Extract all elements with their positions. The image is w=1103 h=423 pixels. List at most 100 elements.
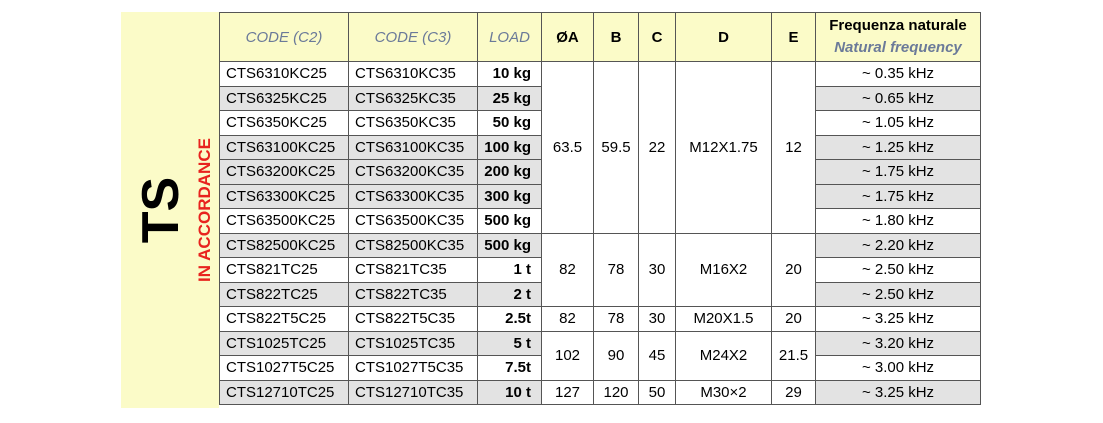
load: 5 t: [477, 330, 542, 356]
code-c2: CTS821TC25: [219, 257, 349, 283]
dimension: 90: [593, 330, 639, 381]
freq-header-en: Natural frequency: [834, 39, 962, 56]
load: 2 t: [477, 281, 542, 307]
load: 10 t: [477, 379, 542, 405]
table-row: CTS1025TC25 CTS1025TC35 5 t 102 90 45 M24X2 21.…: [219, 330, 981, 381]
dimension: M20X1.5: [675, 306, 772, 332]
code-c2: CTS63500KC25: [219, 208, 349, 234]
code-c3: CTS63500KC35: [348, 208, 478, 234]
frequency: ~ 1.75 kHz: [815, 183, 981, 209]
code-c3: CTS12710TC35: [348, 379, 478, 405]
code-c3: CTS63300KC35: [348, 183, 478, 209]
load: 2.5t: [477, 306, 542, 332]
dimension: 22: [638, 61, 676, 234]
load: 25 kg: [477, 85, 542, 111]
header-cell: CODE (C3): [348, 12, 478, 62]
dimension: 82: [541, 306, 594, 332]
dimension: 63.5: [541, 61, 594, 234]
freq-header: Frequenza naturale: [829, 17, 967, 34]
frequency: ~ 2.50 kHz: [815, 257, 981, 283]
code-c2: CTS6325KC25: [219, 85, 349, 111]
table-row: CTS6310KC25 CTS6310KC35 10 kg 63.5 59.5 22 M12…: [219, 61, 981, 234]
code-c2: CTS63200KC25: [219, 159, 349, 185]
frequency: ~ 3.00 kHz: [815, 355, 981, 381]
header-cell: CODE (C2): [219, 12, 349, 62]
code-c2: CTS6350KC25: [219, 110, 349, 136]
header-cell: E: [771, 12, 816, 62]
dimension: 30: [638, 232, 676, 307]
frequency: ~ 2.50 kHz: [815, 281, 981, 307]
dimension: 78: [593, 306, 639, 332]
frequency: ~ 3.25 kHz: [815, 306, 981, 332]
spec-table: CODE (C2) CODE (C3) LOAD ØA B C D E Frequenza na…: [219, 12, 981, 405]
dimension: 102: [541, 330, 594, 381]
dimension: 12: [771, 61, 816, 234]
frequency: ~ 1.75 kHz: [815, 159, 981, 185]
load: 500 kg: [477, 208, 542, 234]
load: 7.5t: [477, 355, 542, 381]
dimension: M30×2: [675, 379, 772, 405]
table-row: CTS822T5C25 CTS822T5C35 2.5t 82 78 30 M20X1.5 2…: [219, 306, 981, 332]
code-c2: CTS82500KC25: [219, 232, 349, 258]
table-row: CTS6350KC25 CTS6350KC35 50 kg ~ 1.05 kHz: [219, 110, 981, 136]
side-subtitle: IN ACCORDANCE: [195, 138, 214, 282]
code-c3: CTS1025TC35: [348, 330, 478, 356]
table-row: CTS63500KC25 CTS63500KC35 500 kg ~ 1.80 kHz: [219, 208, 981, 234]
dimension: 21.5: [771, 330, 816, 381]
dimension: 50: [638, 379, 676, 405]
code-c2: CTS6310KC25: [219, 61, 349, 87]
dimension: 20: [771, 232, 816, 307]
code-c2: CTS822T5C25: [219, 306, 349, 332]
code-c2: CTS822TC25: [219, 281, 349, 307]
dimension: 120: [593, 379, 639, 405]
header-cell: Frequenza naturale Natural frequency: [815, 12, 981, 62]
dimension: 20: [771, 306, 816, 332]
load: 1 t: [477, 257, 542, 283]
load: 300 kg: [477, 183, 542, 209]
dimension: M24X2: [675, 330, 772, 381]
header-cell: D: [675, 12, 772, 62]
frequency: ~ 0.65 kHz: [815, 85, 981, 111]
frequency: ~ 0.35 kHz: [815, 61, 981, 87]
code-c2: CTS63100KC25: [219, 134, 349, 160]
side-panel: TS IN ACCORDANCE: [121, 12, 219, 408]
dimension: M12X1.75: [675, 61, 772, 234]
load: 50 kg: [477, 110, 542, 136]
load: 500 kg: [477, 232, 542, 258]
code-c3: CTS6350KC35: [348, 110, 478, 136]
frequency: ~ 3.25 kHz: [815, 379, 981, 405]
header-cell: LOAD: [477, 12, 542, 62]
code-c3: CTS82500KC35: [348, 232, 478, 258]
table-row: CTS12710TC25 CTS12710TC35 10 t 127 120 50 M30×…: [219, 379, 981, 405]
code-c3: CTS6310KC35: [348, 61, 478, 87]
code-c2: CTS12710TC25: [219, 379, 349, 405]
load: 200 kg: [477, 159, 542, 185]
dimension: 30: [638, 306, 676, 332]
dimension: 45: [638, 330, 676, 381]
table-row: CTS821TC25 CTS821TC35 1 t ~ 2.50 kHz: [219, 257, 981, 283]
code-c2: CTS63300KC25: [219, 183, 349, 209]
code-c3: CTS822TC35: [348, 281, 478, 307]
table-row: CTS82500KC25 CTS82500KC35 500 kg 82 78 30 M16X…: [219, 232, 981, 307]
frequency: ~ 1.25 kHz: [815, 134, 981, 160]
dimension: 78: [593, 232, 639, 307]
code-c2: CTS1027T5C25: [219, 355, 349, 381]
code-c3: CTS821TC35: [348, 257, 478, 283]
side-title: TS: [132, 176, 190, 244]
code-c3: CTS63100KC35: [348, 134, 478, 160]
header-cell: C: [638, 12, 676, 62]
code-c3: CTS822T5C35: [348, 306, 478, 332]
load: 10 kg: [477, 61, 542, 87]
frequency: ~ 1.05 kHz: [815, 110, 981, 136]
dimension: 82: [541, 232, 594, 307]
frequency: ~ 2.20 kHz: [815, 232, 981, 258]
code-c3: CTS6325KC35: [348, 85, 478, 111]
header-cell: ØA: [541, 12, 594, 62]
code-c2: CTS1025TC25: [219, 330, 349, 356]
frequency: ~ 3.20 kHz: [815, 330, 981, 356]
frequency: ~ 1.80 kHz: [815, 208, 981, 234]
code-c3: CTS1027T5C35: [348, 355, 478, 381]
load: 100 kg: [477, 134, 542, 160]
header-cell: B: [593, 12, 639, 62]
